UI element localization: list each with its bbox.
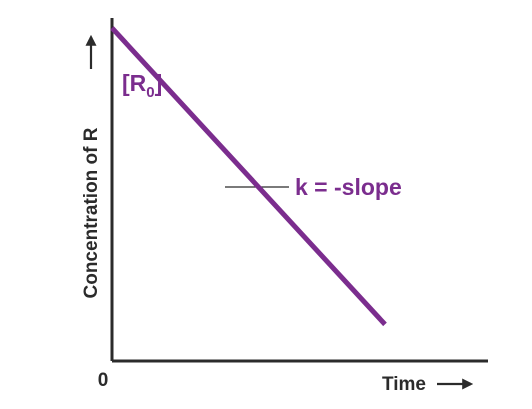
series-line	[110, 26, 387, 327]
x-origin-label: 0	[98, 370, 109, 391]
x-axis-label: Time	[382, 374, 426, 395]
intercept-close: ]	[155, 70, 163, 96]
intercept-subscript: 0	[146, 84, 154, 101]
y-axis-label: Concentration of R	[81, 127, 102, 298]
slope-annotation: k = -slope	[295, 174, 402, 200]
intercept-open: [R	[122, 70, 147, 96]
intercept-annotation: [R0]	[122, 70, 162, 101]
